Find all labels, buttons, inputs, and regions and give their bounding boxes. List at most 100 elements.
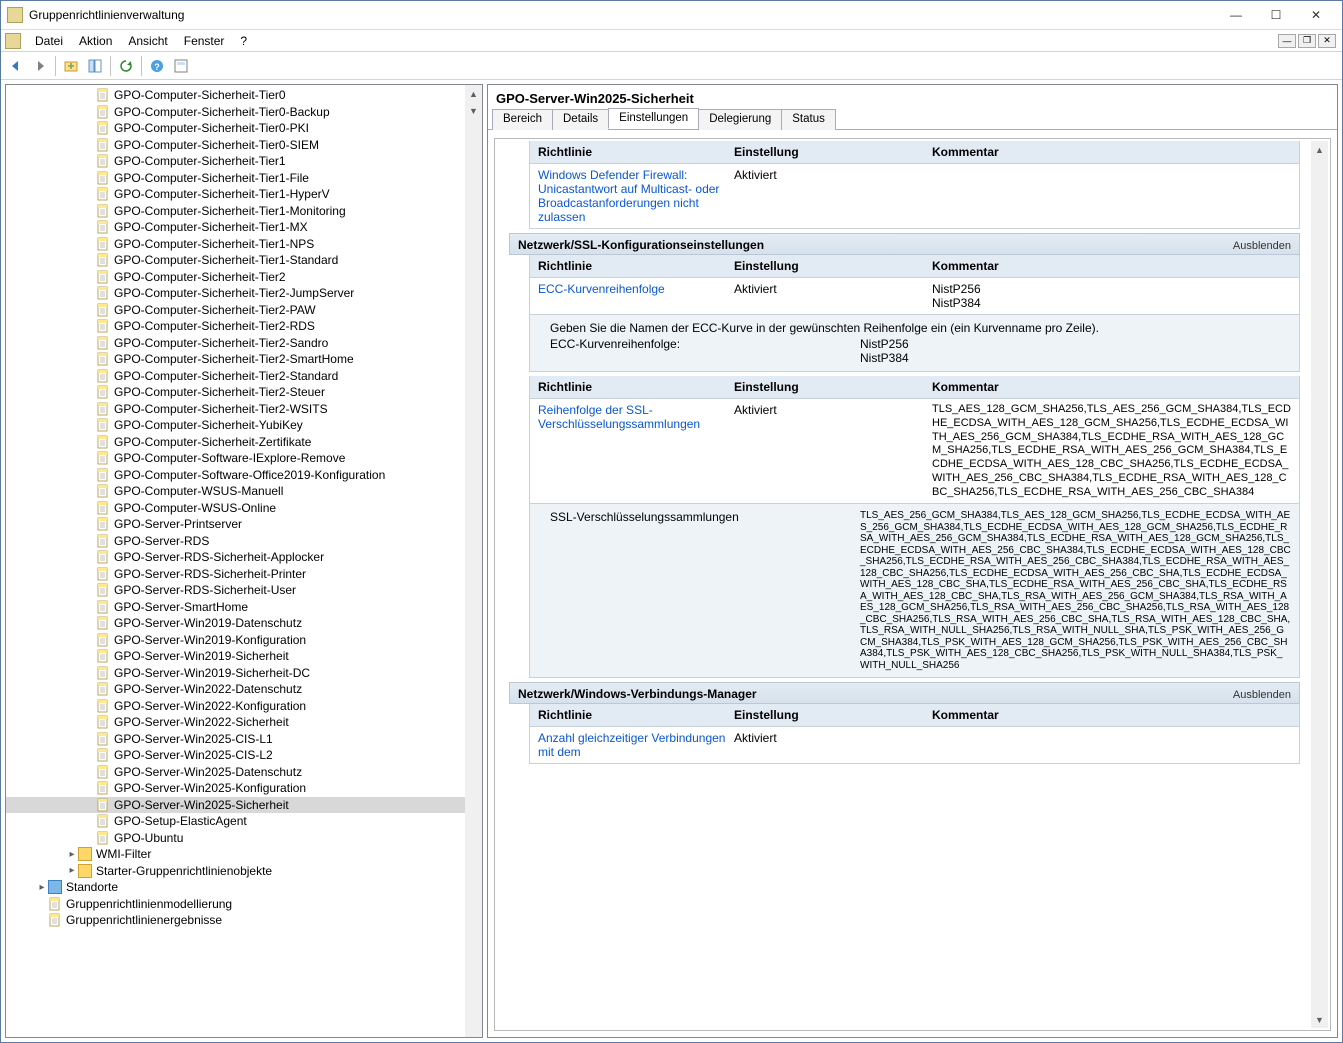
- mdi-close-button[interactable]: ✕: [1318, 34, 1336, 48]
- gpo-tree[interactable]: GPO-Computer-Sicherheit-Tier0GPO-Compute…: [6, 85, 482, 1037]
- sites-icon: [48, 880, 62, 894]
- tree-item-gpo[interactable]: GPO-Computer-Sicherheit-Tier2-JumpServer: [6, 285, 482, 302]
- tree-item-standorte[interactable]: ▸Standorte: [6, 879, 482, 896]
- close-button[interactable]: ✕: [1296, 3, 1336, 27]
- tree-item-gpo[interactable]: GPO-Server-RDS-Sicherheit-User: [6, 582, 482, 599]
- tree-item-gpo[interactable]: GPO-Server-Win2019-Sicherheit: [6, 648, 482, 665]
- tree-item-gpo[interactable]: GPO-Computer-Sicherheit-Tier2-Steuer: [6, 384, 482, 401]
- tree-item-starter[interactable]: ▸Starter-Gruppenrichtlinienobjekte: [6, 863, 482, 880]
- menu-ansicht[interactable]: Ansicht: [120, 34, 175, 48]
- menu-fenster[interactable]: Fenster: [176, 34, 233, 48]
- tree-item-gpo[interactable]: GPO-Server-Win2025-Konfiguration: [6, 780, 482, 797]
- tree-item-gpo[interactable]: GPO-Server-Win2019-Konfiguration: [6, 632, 482, 649]
- tab-delegierung[interactable]: Delegierung: [698, 109, 782, 130]
- gpo-icon: [96, 88, 110, 102]
- minimize-button[interactable]: —: [1216, 3, 1256, 27]
- tree-item-gpo[interactable]: GPO-Server-RDS-Sicherheit-Applocker: [6, 549, 482, 566]
- tree-item-gpo[interactable]: GPO-Computer-Sicherheit-Tier2: [6, 269, 482, 286]
- section-hide-link[interactable]: Ausblenden: [1233, 689, 1291, 701]
- show-hide-tree-button[interactable]: [84, 55, 106, 77]
- tree-item-gpo[interactable]: GPO-Server-Win2022-Datenschutz: [6, 681, 482, 698]
- expand-icon[interactable]: ▸: [36, 882, 48, 893]
- tree-item-gpo[interactable]: GPO-Computer-Sicherheit-Tier0-PKI: [6, 120, 482, 137]
- menu-help[interactable]: ?: [232, 34, 255, 48]
- section-ssl[interactable]: Netzwerk/SSL-Konfigurationseinstellungen…: [509, 233, 1300, 255]
- tree-item-gpo[interactable]: GPO-Computer-Sicherheit-Tier1-MX: [6, 219, 482, 236]
- tab-details[interactable]: Details: [552, 109, 609, 130]
- tree-item-label: GPO-Ubuntu: [114, 831, 183, 845]
- tree-item-gpo[interactable]: GPO-Computer-Sicherheit-Tier1-File: [6, 170, 482, 187]
- gpo-icon: [96, 319, 110, 333]
- tab-bereich[interactable]: Bereich: [492, 109, 553, 130]
- tree-item-gpo[interactable]: GPO-Server-Printserver: [6, 516, 482, 533]
- expand-icon[interactable]: ▸: [66, 865, 78, 876]
- tab-status[interactable]: Status: [781, 109, 836, 130]
- tree-item-gpo[interactable]: GPO-Server-Win2022-Sicherheit: [6, 714, 482, 731]
- up-button[interactable]: [60, 55, 82, 77]
- policy-firewall-link[interactable]: Windows Defender Firewall: Unicastantwor…: [538, 168, 719, 224]
- tree-item-gpo[interactable]: GPO-Server-Win2025-Sicherheit: [6, 797, 482, 814]
- tree-item-wmi[interactable]: ▸WMI-Filter: [6, 846, 482, 863]
- policy-ecc-link[interactable]: ECC-Kurvenreihenfolge: [538, 282, 665, 296]
- menu-aktion[interactable]: Aktion: [71, 34, 120, 48]
- detail-scrollbar[interactable]: ▲ ▼: [1311, 141, 1328, 1028]
- tree-item-gpo[interactable]: GPO-Computer-Sicherheit-Tier2-SmartHome: [6, 351, 482, 368]
- tree-item-gpo[interactable]: GPO-Server-Win2025-Datenschutz: [6, 764, 482, 781]
- tree-item-gpo[interactable]: GPO-Server-Win2022-Konfiguration: [6, 698, 482, 715]
- policy-wcm-link[interactable]: Anzahl gleichzeitiger Verbindungen mit d…: [538, 731, 725, 759]
- tree-item-gpo[interactable]: GPO-Computer-Sicherheit-Tier1-Monitoring: [6, 203, 482, 220]
- tree-item-gpo[interactable]: GPO-Computer-Software-Office2019-Konfigu…: [6, 467, 482, 484]
- policy-cipher-link[interactable]: Reihenfolge der SSL-Verschlüsselungssamm…: [538, 403, 700, 431]
- expand-icon[interactable]: ▸: [66, 849, 78, 860]
- tree-item-gpo[interactable]: GPO-Computer-Sicherheit-YubiKey: [6, 417, 482, 434]
- tree-item-gpo[interactable]: GPO-Computer-WSUS-Manuell: [6, 483, 482, 500]
- scroll-up-button[interactable]: ▲: [1311, 141, 1328, 158]
- tree-item-gpo[interactable]: GPO-Computer-Sicherheit-Tier2-PAW: [6, 302, 482, 319]
- menu-datei[interactable]: Datei: [27, 34, 71, 48]
- tree-item-gpo[interactable]: GPO-Server-SmartHome: [6, 599, 482, 616]
- tree-item-gpo[interactable]: GPO-Computer-WSUS-Online: [6, 500, 482, 517]
- gpo-icon: [96, 600, 110, 614]
- tree-item-gpo[interactable]: GPO-Ubuntu: [6, 830, 482, 847]
- section-hide-link[interactable]: Ausblenden: [1233, 240, 1291, 252]
- tab-einstellungen[interactable]: Einstellungen: [608, 108, 699, 129]
- mdi-minimize-button[interactable]: —: [1278, 34, 1296, 48]
- tree-item-gpo[interactable]: GPO-Server-Win2019-Datenschutz: [6, 615, 482, 632]
- refresh-button[interactable]: [115, 55, 137, 77]
- tree-item-gpo[interactable]: GPO-Computer-Sicherheit-Tier1-HyperV: [6, 186, 482, 203]
- options-button[interactable]: [170, 55, 192, 77]
- help-button[interactable]: ?: [146, 55, 168, 77]
- back-button[interactable]: [5, 55, 27, 77]
- tree-item-ergebnisse[interactable]: Gruppenrichtlinienergebnisse: [6, 912, 482, 929]
- tree-item-gpo[interactable]: GPO-Server-Win2025-CIS-L2: [6, 747, 482, 764]
- tree-item-gpo[interactable]: GPO-Computer-Sicherheit-Tier0-Backup: [6, 104, 482, 121]
- tree-item-label: GPO-Computer-Sicherheit-Tier2-WSITS: [114, 402, 328, 416]
- tree-item-gpo[interactable]: GPO-Computer-Sicherheit-Tier2-WSITS: [6, 401, 482, 418]
- tree-item-modellierung[interactable]: Gruppenrichtlinienmodellierung: [6, 896, 482, 913]
- tree-item-gpo[interactable]: GPO-Computer-Sicherheit-Tier1: [6, 153, 482, 170]
- forward-button[interactable]: [29, 55, 51, 77]
- tree-item-gpo[interactable]: GPO-Server-RDS: [6, 533, 482, 550]
- scroll-up-button[interactable]: ▲: [465, 85, 482, 102]
- tree-item-gpo[interactable]: GPO-Computer-Sicherheit-Tier0-SIEM: [6, 137, 482, 154]
- tree-item-gpo[interactable]: GPO-Computer-Software-IExplore-Remove: [6, 450, 482, 467]
- comment-value: NistP256: [932, 282, 1291, 296]
- mdi-restore-button[interactable]: ❐: [1298, 34, 1316, 48]
- tree-item-gpo[interactable]: GPO-Server-Win2019-Sicherheit-DC: [6, 665, 482, 682]
- tree-item-gpo[interactable]: GPO-Setup-ElasticAgent: [6, 813, 482, 830]
- tree-item-label: GPO-Computer-Software-IExplore-Remove: [114, 451, 345, 465]
- tree-item-gpo[interactable]: GPO-Computer-Sicherheit-Tier0: [6, 87, 482, 104]
- maximize-button[interactable]: ☐: [1256, 3, 1296, 27]
- tree-scrollbar[interactable]: ▲ ▼: [465, 85, 482, 1037]
- tree-item-gpo[interactable]: GPO-Computer-Sicherheit-Tier2-Standard: [6, 368, 482, 385]
- tree-item-gpo[interactable]: GPO-Computer-Sicherheit-Tier1-NPS: [6, 236, 482, 253]
- tree-item-gpo[interactable]: GPO-Server-Win2025-CIS-L1: [6, 731, 482, 748]
- tree-item-gpo[interactable]: GPO-Computer-Sicherheit-Tier2-Sandro: [6, 335, 482, 352]
- tree-item-gpo[interactable]: GPO-Server-RDS-Sicherheit-Printer: [6, 566, 482, 583]
- scroll-down-button[interactable]: ▼: [465, 102, 482, 119]
- tree-item-gpo[interactable]: GPO-Computer-Sicherheit-Tier1-Standard: [6, 252, 482, 269]
- tree-item-gpo[interactable]: GPO-Computer-Sicherheit-Tier2-RDS: [6, 318, 482, 335]
- scroll-down-button[interactable]: ▼: [1311, 1011, 1328, 1028]
- section-wcm[interactable]: Netzwerk/Windows-Verbindungs-Manager Aus…: [509, 682, 1300, 704]
- tree-item-gpo[interactable]: GPO-Computer-Sicherheit-Zertifikate: [6, 434, 482, 451]
